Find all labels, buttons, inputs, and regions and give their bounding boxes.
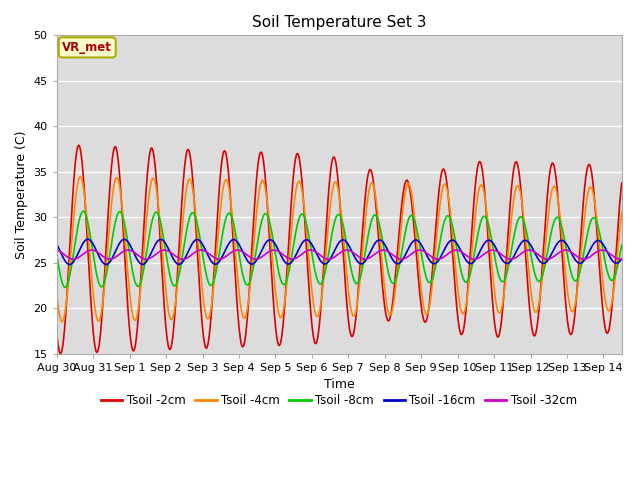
Tsoil -16cm (53, 241, 61, 247)
Tsoil -16cm (618, 256, 625, 262)
Tsoil -2cm (607, 314, 615, 320)
Tsoil -32cm (124, 247, 132, 253)
Tsoil -4cm (118, 198, 125, 204)
Tsoil -4cm (58, 319, 66, 324)
Line: Tsoil -8cm: Tsoil -8cm (57, 211, 621, 287)
Line: Tsoil -2cm: Tsoil -2cm (57, 145, 621, 354)
Tsoil -8cm (118, 211, 125, 216)
Tsoil -4cm (270, 271, 278, 276)
Tsoil -8cm (607, 277, 615, 283)
Tsoil -2cm (75, 143, 83, 148)
Tsoil -2cm (618, 180, 625, 186)
Tsoil -4cm (607, 304, 615, 310)
Legend: Tsoil -2cm, Tsoil -4cm, Tsoil -8cm, Tsoil -16cm, Tsoil -32cm: Tsoil -2cm, Tsoil -4cm, Tsoil -8cm, Tsoi… (97, 389, 582, 411)
Tsoil -32cm (53, 247, 61, 253)
Tsoil -4cm (547, 198, 554, 204)
Tsoil -8cm (618, 242, 625, 248)
Tsoil -8cm (294, 218, 302, 224)
Tsoil -2cm (151, 162, 159, 168)
Tsoil -16cm (607, 256, 615, 262)
Tsoil -4cm (618, 209, 625, 215)
Tsoil -16cm (66, 262, 74, 267)
Tsoil -2cm (56, 351, 64, 357)
Title: Soil Temperature Set 3: Soil Temperature Set 3 (252, 15, 426, 30)
Tsoil -2cm (547, 168, 554, 174)
Tsoil -4cm (151, 179, 159, 185)
Tsoil -8cm (61, 284, 69, 290)
Tsoil -32cm (269, 247, 277, 253)
Line: Tsoil -16cm: Tsoil -16cm (57, 239, 621, 264)
Tsoil -16cm (270, 239, 278, 245)
Tsoil -16cm (151, 242, 159, 248)
Tsoil -32cm (470, 256, 478, 262)
Y-axis label: Soil Temperature (C): Soil Temperature (C) (15, 130, 28, 259)
Tsoil -8cm (151, 210, 159, 216)
Tsoil -4cm (294, 179, 302, 185)
X-axis label: Time: Time (324, 378, 355, 391)
Tsoil -2cm (53, 329, 61, 335)
Tsoil -32cm (294, 254, 302, 260)
Tsoil -16cm (294, 247, 302, 253)
Text: VR_met: VR_met (62, 41, 112, 54)
Tsoil -8cm (53, 251, 61, 257)
Tsoil -16cm (118, 238, 125, 243)
Tsoil -16cm (84, 236, 92, 242)
Line: Tsoil -4cm: Tsoil -4cm (57, 177, 621, 322)
Tsoil -4cm (53, 290, 61, 296)
Tsoil -2cm (118, 199, 125, 205)
Tsoil -32cm (117, 250, 125, 256)
Tsoil -8cm (547, 235, 554, 241)
Tsoil -4cm (76, 174, 84, 180)
Tsoil -8cm (270, 240, 278, 246)
Tsoil -2cm (270, 303, 278, 309)
Tsoil -32cm (547, 256, 554, 262)
Tsoil -16cm (547, 254, 554, 260)
Tsoil -8cm (79, 208, 87, 214)
Line: Tsoil -32cm: Tsoil -32cm (57, 250, 621, 259)
Tsoil -2cm (294, 152, 302, 157)
Tsoil -32cm (607, 252, 615, 257)
Tsoil -32cm (618, 256, 625, 262)
Tsoil -32cm (151, 252, 159, 258)
